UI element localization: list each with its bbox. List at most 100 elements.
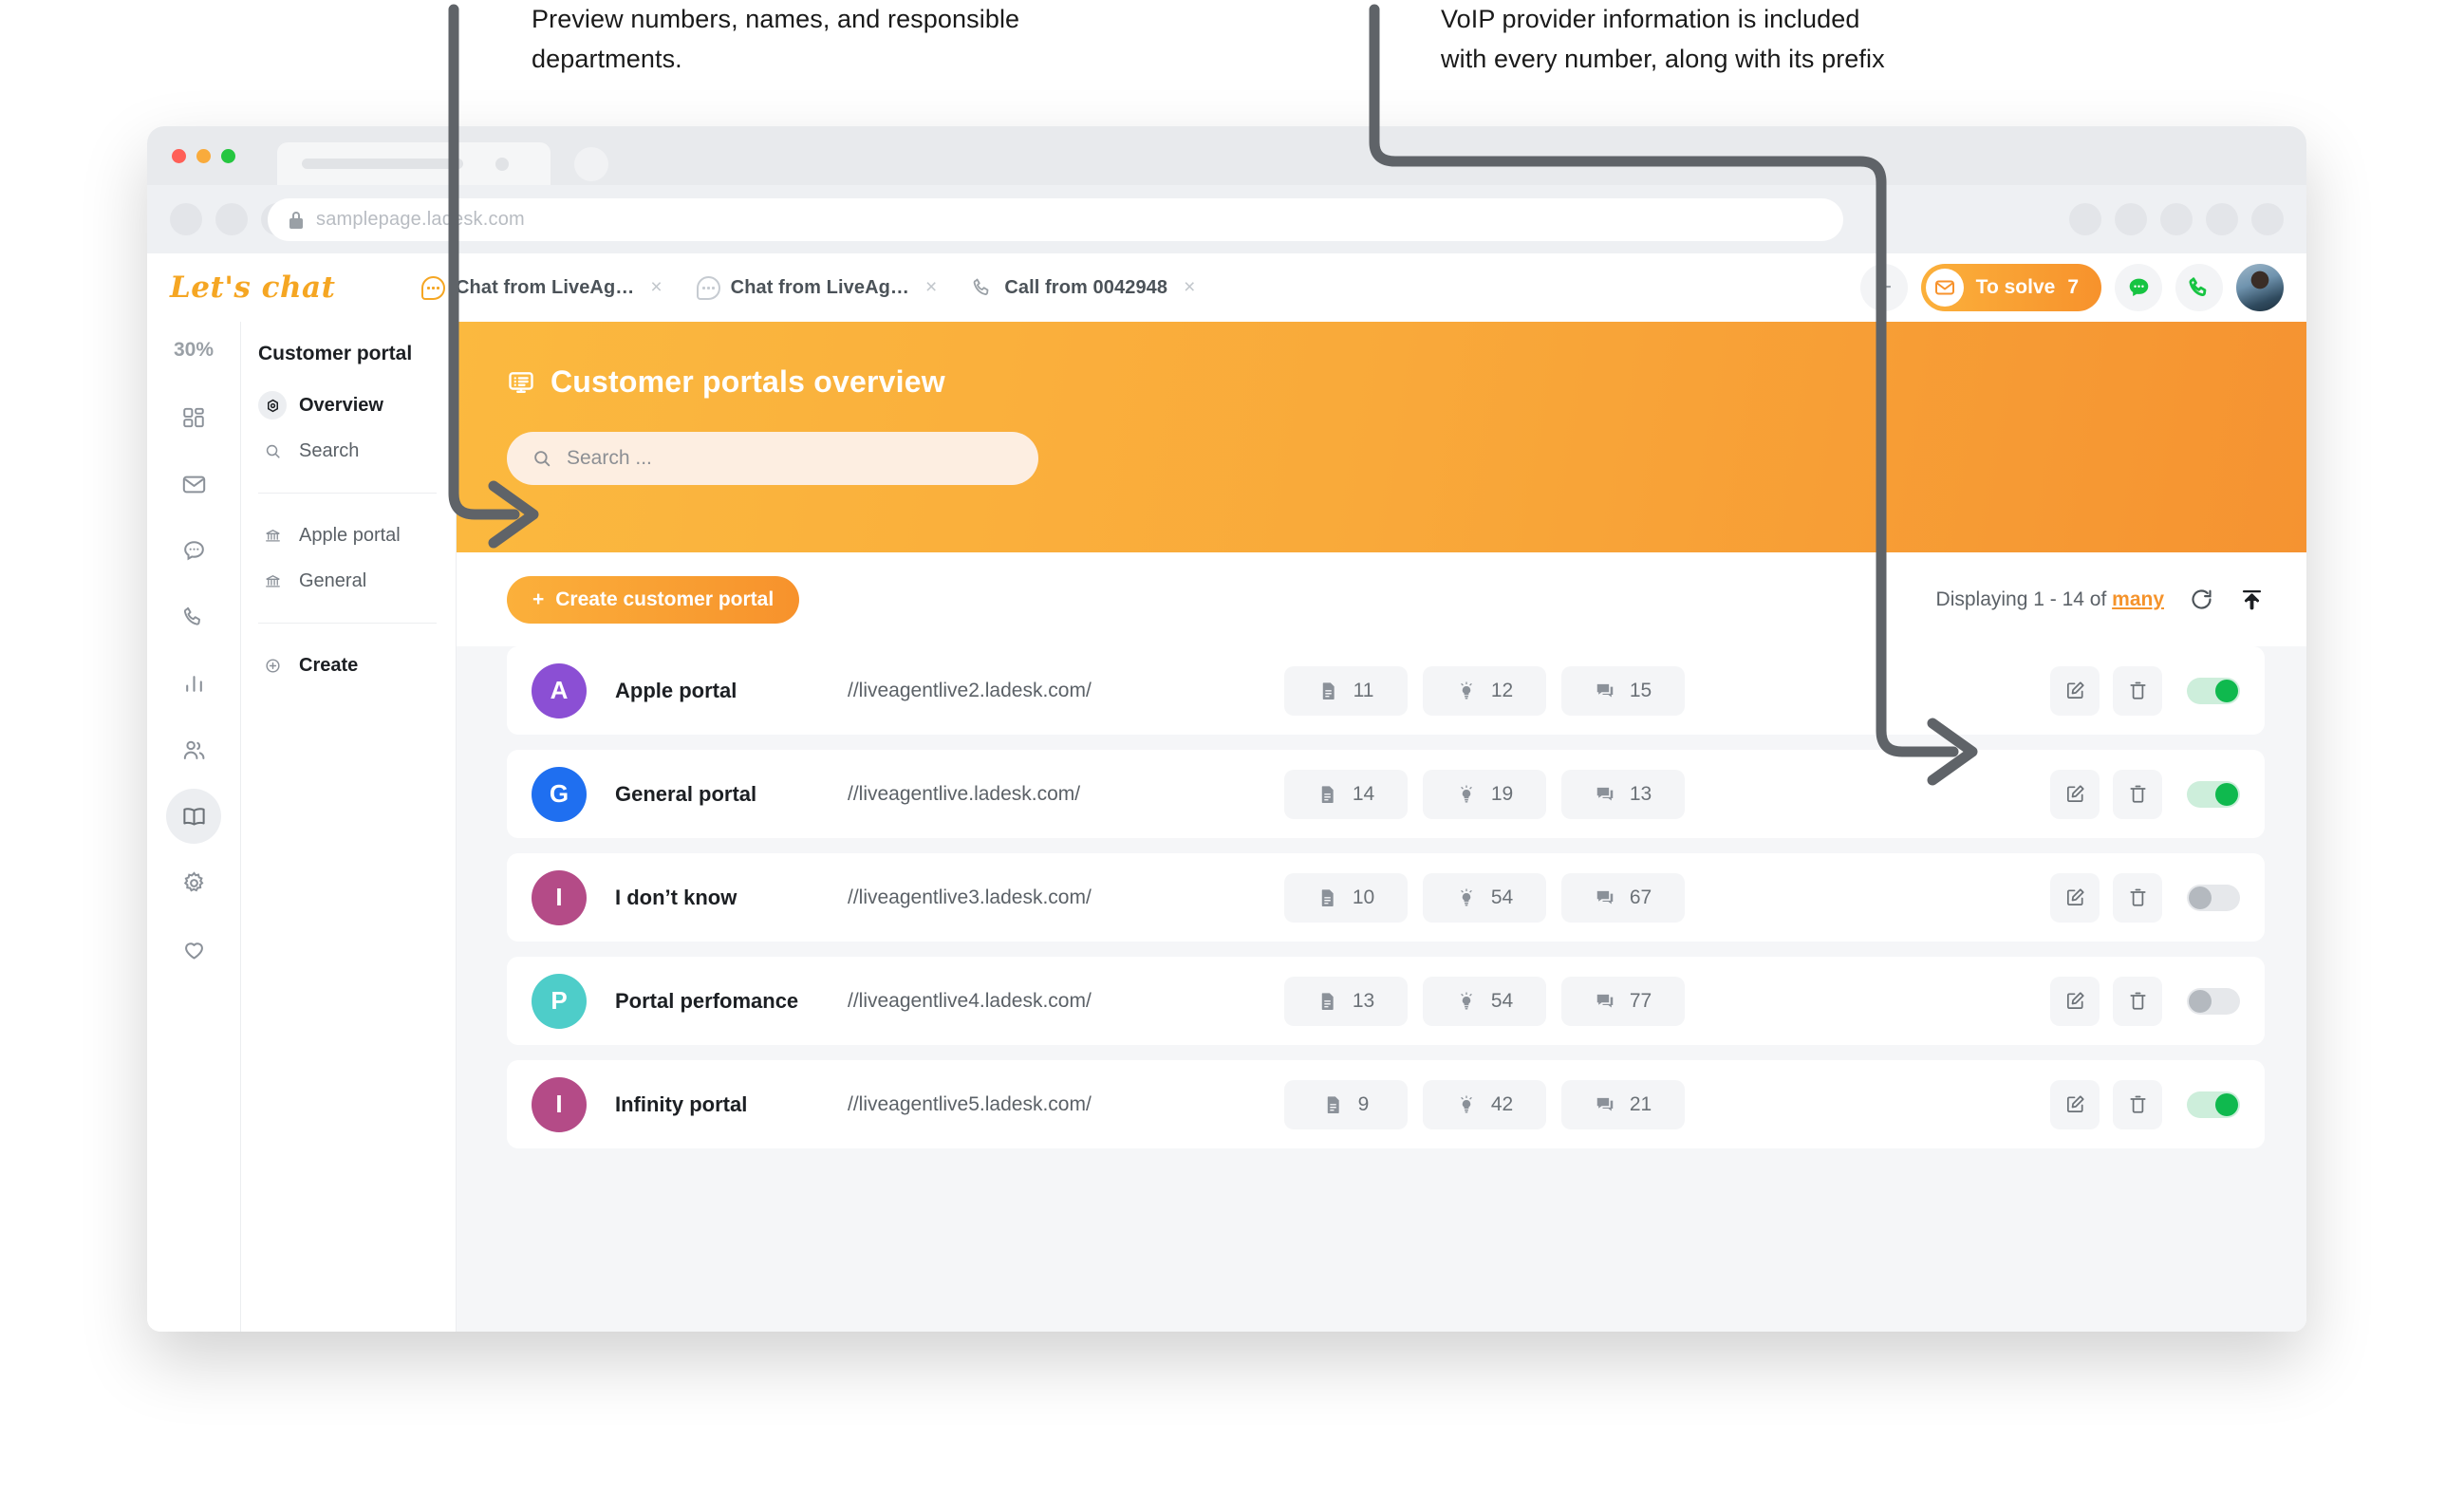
to-solve-button[interactable]: To solve 7 bbox=[1920, 264, 2101, 311]
sidebar-item-settings[interactable] bbox=[166, 855, 221, 910]
profile-button[interactable] bbox=[2206, 203, 2238, 235]
lightbulb-icon bbox=[1460, 887, 1472, 906]
status-toggle[interactable] bbox=[2187, 884, 2240, 911]
sidebar-item-favorites[interactable] bbox=[166, 922, 221, 977]
status-toggle[interactable] bbox=[2187, 987, 2240, 1015]
forum-chip[interactable]: 77 bbox=[1561, 976, 1685, 1026]
create-customer-portal-button[interactable]: + Create customer portal bbox=[507, 575, 800, 624]
sidebar-item-calls[interactable] bbox=[166, 589, 221, 644]
sidebar-item-chat[interactable] bbox=[166, 523, 221, 578]
extension-button-3[interactable] bbox=[2160, 203, 2193, 235]
sidebar-item-contacts[interactable] bbox=[166, 722, 221, 777]
export-button[interactable] bbox=[2239, 587, 2265, 612]
lightbulb-icon bbox=[1460, 784, 1472, 803]
edit-button[interactable] bbox=[2050, 976, 2100, 1026]
browser-extension-buttons[interactable] bbox=[2069, 203, 2284, 235]
edit-button[interactable] bbox=[2050, 769, 2100, 819]
status-toggle[interactable] bbox=[2187, 780, 2240, 808]
forum-chip[interactable]: 21 bbox=[1561, 1079, 1685, 1129]
add-button[interactable]: + bbox=[1859, 264, 1908, 311]
articles-chip[interactable]: 11 bbox=[1284, 665, 1408, 716]
articles-chip[interactable]: 13 bbox=[1284, 976, 1408, 1026]
chat-status-button[interactable] bbox=[2115, 264, 2162, 311]
sidebar-item-dashboard[interactable] bbox=[166, 390, 221, 445]
close-window-dot[interactable] bbox=[172, 149, 186, 163]
maximize-window-dot[interactable] bbox=[221, 149, 235, 163]
table-row[interactable]: P Portal perfomance //liveagentlive4.lad… bbox=[507, 957, 2265, 1045]
address-bar[interactable]: samplepage.ladesk.com bbox=[268, 198, 1843, 241]
delete-button[interactable] bbox=[2113, 976, 2162, 1026]
articles-chip[interactable]: 9 bbox=[1284, 1079, 1408, 1129]
avatar: G bbox=[532, 766, 587, 822]
refresh-button[interactable] bbox=[2189, 587, 2214, 612]
status-toggle[interactable] bbox=[2187, 1091, 2240, 1118]
call-status-button[interactable] bbox=[2175, 264, 2223, 311]
close-icon[interactable]: × bbox=[650, 276, 663, 298]
extension-button-1[interactable] bbox=[2069, 203, 2101, 235]
forum-chip[interactable]: 15 bbox=[1561, 665, 1685, 716]
search-input[interactable]: Search ... bbox=[507, 432, 1038, 485]
ticket-tab-3[interactable]: Call from 0042948 × bbox=[958, 269, 1208, 307]
back-button[interactable] bbox=[170, 203, 202, 235]
panel-title: Customer portal bbox=[258, 343, 413, 364]
ideas-count: 19 bbox=[1490, 782, 1514, 805]
extension-button-2[interactable] bbox=[2115, 203, 2147, 235]
forum-count: 15 bbox=[1629, 679, 1652, 701]
delete-button[interactable] bbox=[2113, 769, 2162, 819]
browser-tab-close-icon[interactable] bbox=[495, 157, 509, 171]
portal-name: General portal bbox=[615, 781, 757, 806]
edit-button[interactable] bbox=[2050, 1079, 2100, 1129]
table-row[interactable]: A Apple portal //liveagentlive2.ladesk.c… bbox=[507, 646, 2265, 735]
ticket-tab-2[interactable]: Chat from LiveAg… × bbox=[683, 269, 951, 307]
ideas-count: 54 bbox=[1490, 989, 1514, 1012]
new-tab-button[interactable] bbox=[574, 147, 608, 181]
articles-chip[interactable]: 14 bbox=[1284, 769, 1408, 819]
sidebar-item-reports[interactable] bbox=[166, 656, 221, 711]
sidebar-item-mail[interactable] bbox=[166, 457, 221, 512]
ideas-count: 12 bbox=[1490, 679, 1514, 701]
panel-item-overview[interactable]: Overview bbox=[241, 382, 456, 428]
settings-icon bbox=[183, 870, 203, 892]
panel-item-apple-portal[interactable]: Apple portal bbox=[241, 513, 456, 558]
ideas-chip[interactable]: 19 bbox=[1423, 769, 1546, 819]
browser-urlbar: samplepage.ladesk.com bbox=[147, 185, 2306, 253]
delete-button[interactable] bbox=[2113, 665, 2162, 716]
ideas-chip[interactable]: 54 bbox=[1423, 976, 1546, 1026]
browser-nav-buttons[interactable] bbox=[170, 203, 293, 235]
menu-button[interactable] bbox=[2251, 203, 2284, 235]
portal-stats: 9 42 21 bbox=[1284, 1079, 1685, 1129]
ideas-chip[interactable]: 12 bbox=[1423, 665, 1546, 716]
panel-item-general[interactable]: General bbox=[241, 558, 456, 604]
table-row[interactable]: I Infinity portal //liveagentlive5.lades… bbox=[507, 1060, 2265, 1148]
forum-chip[interactable]: 67 bbox=[1561, 872, 1685, 923]
panel-item-search[interactable]: Search bbox=[241, 428, 456, 474]
edit-button[interactable] bbox=[2050, 665, 2100, 716]
pagination-many-link[interactable]: many bbox=[2112, 588, 2164, 610]
minimize-window-dot[interactable] bbox=[196, 149, 211, 163]
ideas-count: 42 bbox=[1490, 1092, 1514, 1115]
ticket-tab-label: Chat from LiveAg… bbox=[730, 276, 910, 298]
window-controls[interactable] bbox=[172, 149, 235, 163]
forum-chip[interactable]: 13 bbox=[1561, 769, 1685, 819]
close-icon[interactable]: × bbox=[925, 276, 938, 298]
status-toggle[interactable] bbox=[2187, 677, 2240, 704]
table-row[interactable]: G General portal //liveagentlive.ladesk.… bbox=[507, 750, 2265, 838]
portal-stats: 13 54 77 bbox=[1284, 976, 1685, 1026]
ideas-chip[interactable]: 42 bbox=[1423, 1079, 1546, 1129]
browser-tab-title-placeholder bbox=[302, 159, 463, 169]
panel-item-create[interactable]: Create bbox=[241, 643, 456, 688]
delete-button[interactable] bbox=[2113, 872, 2162, 923]
ticket-tab-1[interactable]: Chat from LiveAg… × bbox=[408, 269, 676, 307]
app-logo[interactable]: Let's chat bbox=[170, 270, 336, 305]
articles-chip[interactable]: 10 bbox=[1284, 872, 1408, 923]
forward-button[interactable] bbox=[215, 203, 248, 235]
sidebar-item-knowledge-base[interactable] bbox=[166, 789, 221, 844]
browser-tab[interactable] bbox=[277, 142, 551, 185]
delete-button[interactable] bbox=[2113, 1079, 2162, 1129]
ideas-chip[interactable]: 54 bbox=[1423, 872, 1546, 923]
table-row[interactable]: I I don’t know //liveagentlive3.ladesk.c… bbox=[507, 853, 2265, 942]
close-icon[interactable]: × bbox=[1184, 276, 1196, 298]
avatar: I bbox=[532, 869, 587, 925]
avatar[interactable] bbox=[2236, 264, 2284, 311]
edit-button[interactable] bbox=[2050, 872, 2100, 923]
